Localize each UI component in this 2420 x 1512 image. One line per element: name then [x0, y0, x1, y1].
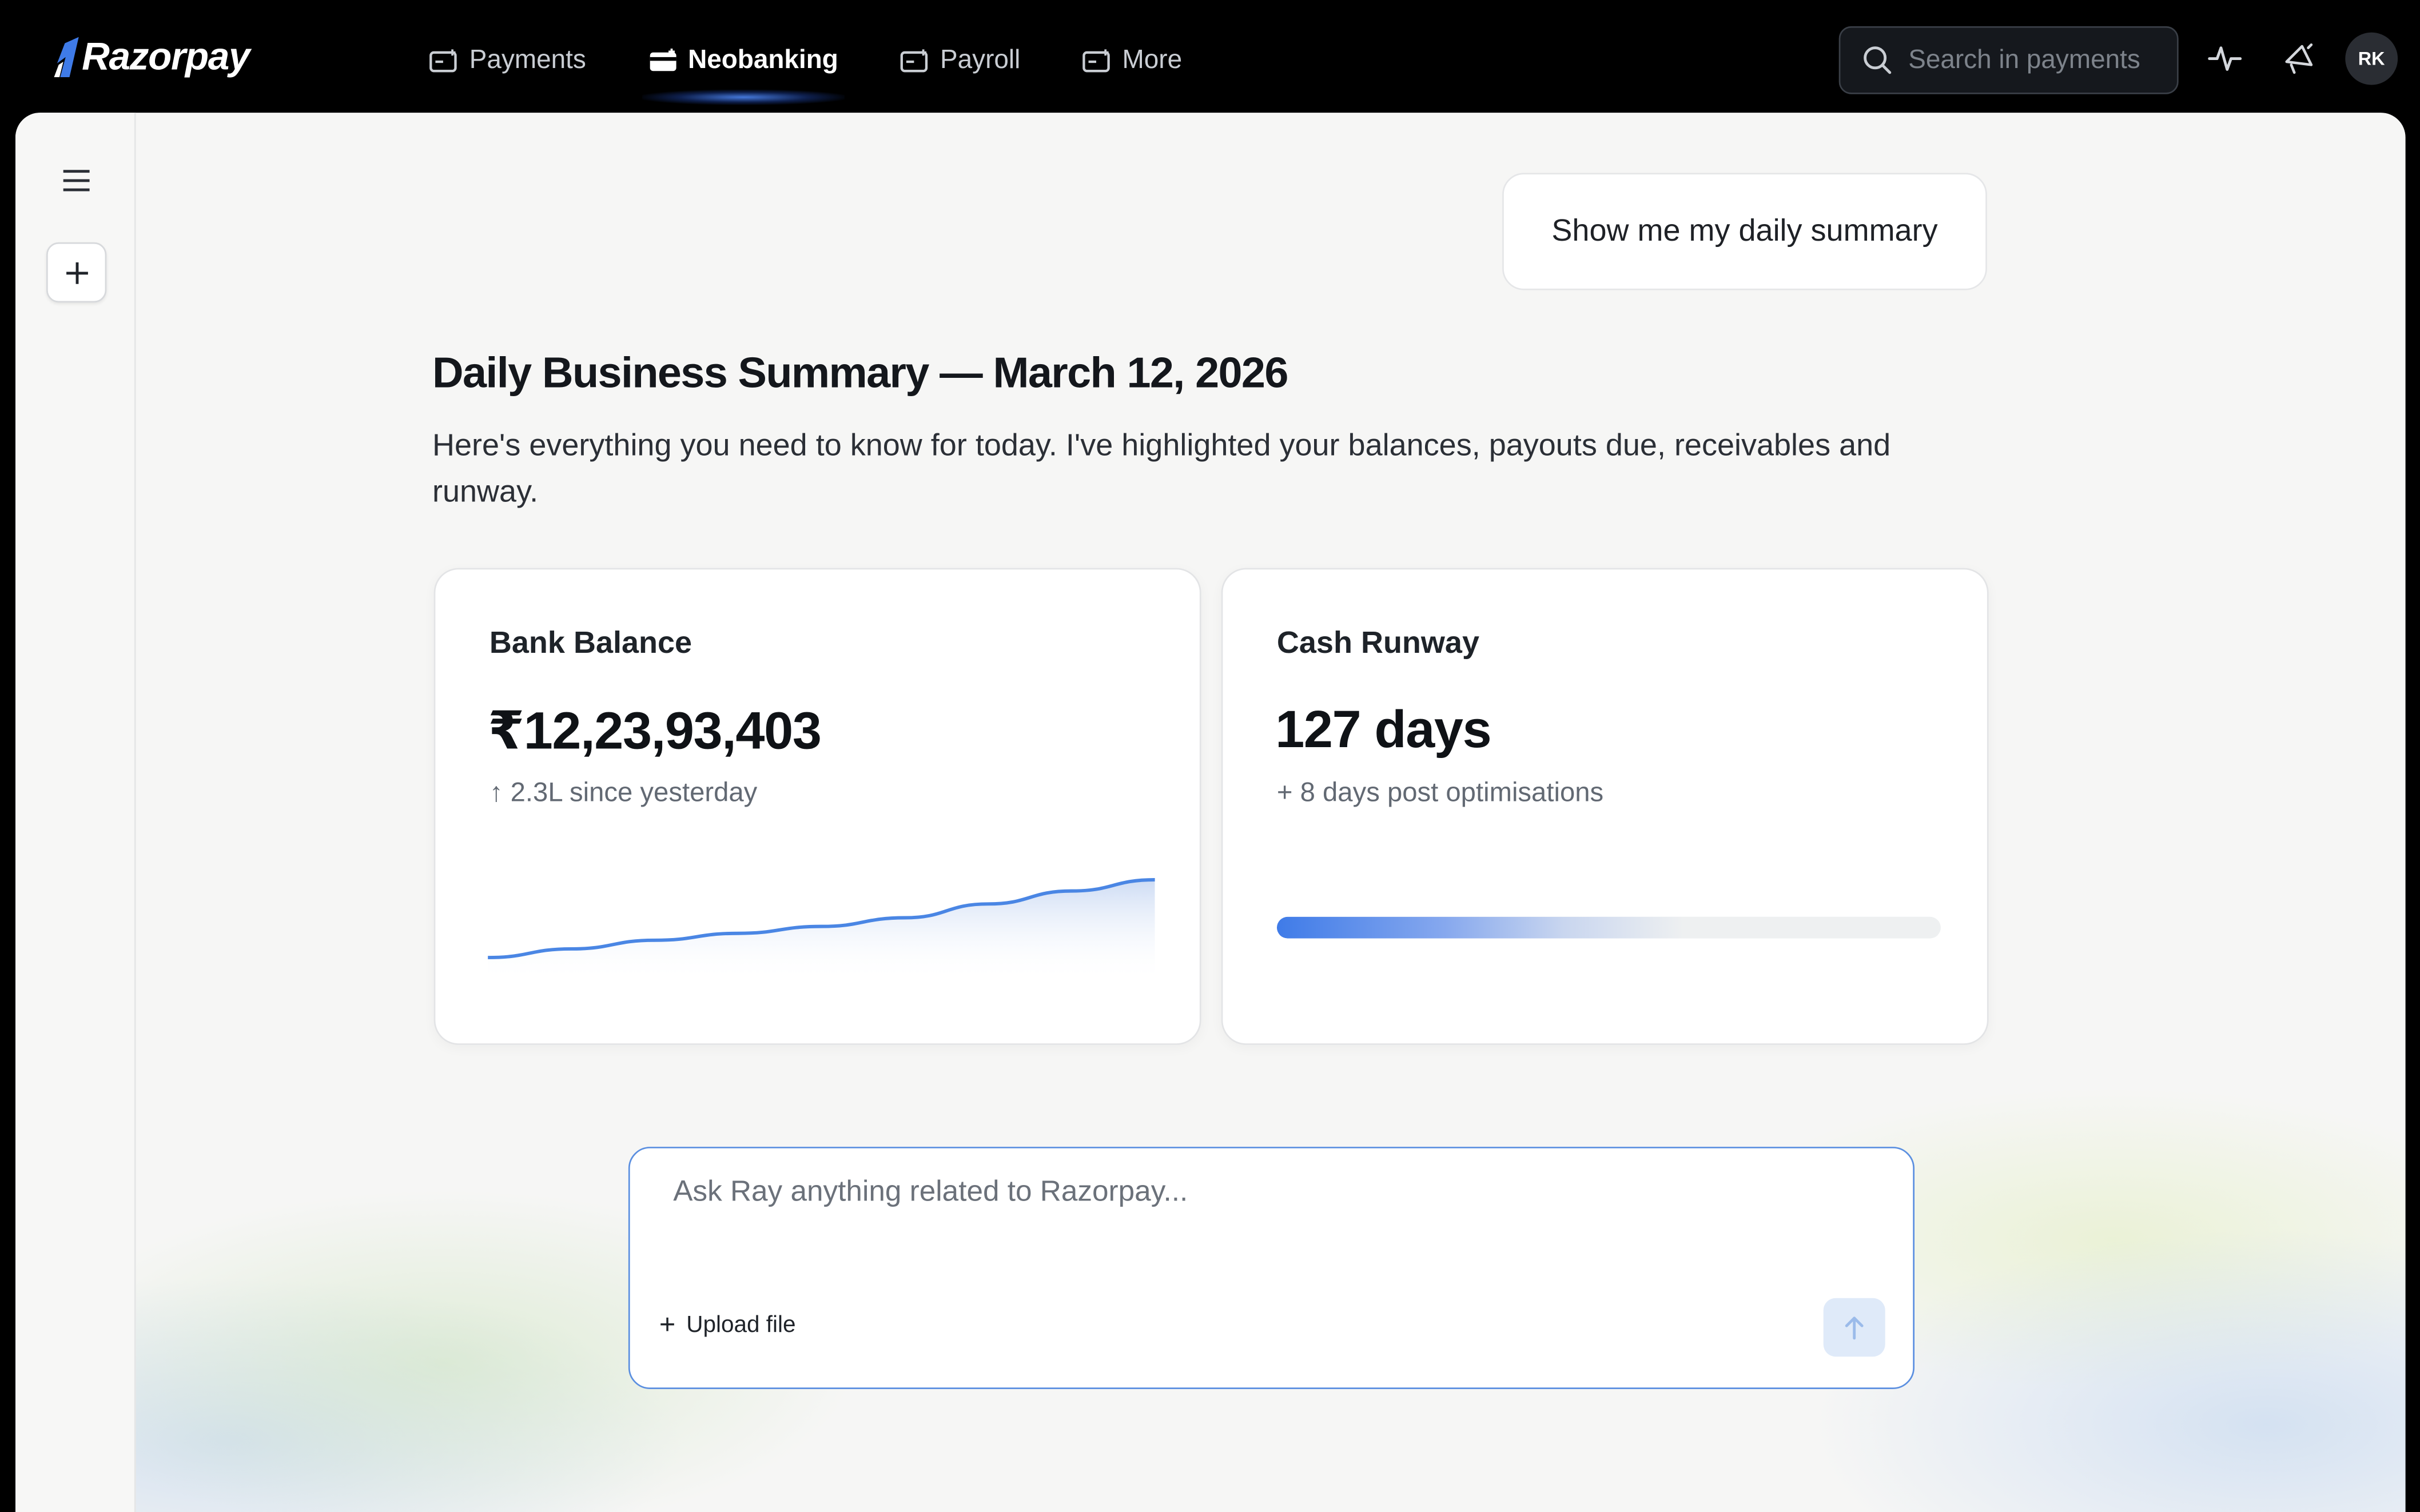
chat-input[interactable]	[673, 1176, 1847, 1238]
bank-balance-card: Bank Balance ₹12,23,93,403 ↑ 2.3L since …	[433, 568, 1201, 1045]
bank-balance-delta: ↑ 2.3L since yesterday	[489, 776, 758, 808]
arrow-up-icon	[1845, 1316, 1864, 1340]
sparkline-area	[488, 880, 1155, 982]
cash-runway-label: Cash Runway	[1276, 627, 1480, 661]
nav-item-payroll[interactable]: Payroll	[885, 34, 1036, 86]
nav-label-neobanking: Neobanking	[688, 45, 838, 74]
main-panel: Show me my daily summary Daily Business …	[15, 113, 2406, 1512]
wallet-icon	[1082, 49, 1110, 73]
wallet-icon	[900, 49, 928, 73]
razorpay-logo[interactable]: Razorpay	[51, 34, 250, 78]
sparkline-line	[488, 878, 1155, 960]
cash-runway-card: Cash Runway 127 days + 8 days post optim…	[1221, 568, 1989, 1045]
send-button[interactable]	[1823, 1298, 1885, 1357]
nav-item-more[interactable]: More	[1066, 34, 1197, 86]
nav-label-payroll: Payroll	[940, 45, 1021, 74]
cash-runway-value: 127 days	[1275, 700, 1491, 760]
chat-composer: + Upload file	[628, 1147, 1915, 1389]
search-input[interactable]	[1908, 45, 2171, 76]
user-message-bubble: Show me my daily summary	[1502, 173, 1987, 290]
user-avatar[interactable]: RK	[2345, 32, 2398, 85]
activity-icon[interactable]	[2206, 40, 2243, 77]
main-nav: Payments Neobanking Payroll More	[414, 34, 1229, 105]
new-chat-button[interactable]	[46, 242, 107, 303]
summary-title: Daily Business Summary — March 12, 2026	[432, 349, 1288, 397]
plus-icon: +	[659, 1308, 676, 1340]
nav-item-payments[interactable]: Payments	[414, 34, 602, 86]
brand-name: Razorpay	[82, 34, 250, 78]
wallet-icon	[429, 49, 457, 73]
nav-label-payments: Payments	[469, 45, 586, 74]
search-box[interactable]	[1838, 26, 2179, 94]
runway-progress-fill	[1276, 916, 1755, 939]
bank-balance-value: ₹12,23,93,403	[488, 702, 822, 761]
top-bar: Razorpay Payments Neobanking Payroll Mor…	[0, 0, 2420, 114]
menu-icon[interactable]	[59, 165, 96, 196]
megaphone-icon[interactable]	[2280, 40, 2318, 77]
razorpay-logo-icon	[54, 37, 79, 77]
nav-label-more: More	[1122, 45, 1183, 74]
runway-progress-bar	[1276, 916, 1941, 939]
upload-file-label: Upload file	[686, 1311, 796, 1338]
cash-runway-delta: + 8 days post optimisations	[1276, 776, 1604, 808]
sidebar-rail	[15, 113, 136, 1512]
search-icon	[1864, 46, 1892, 74]
plus-icon	[65, 261, 87, 284]
bank-balance-label: Bank Balance	[489, 627, 692, 661]
balance-sparkline	[488, 878, 1155, 982]
summary-subtitle: Here's everything you need to know for t…	[432, 429, 1891, 509]
card-icon	[649, 49, 676, 71]
nav-item-neobanking[interactable]: Neobanking	[632, 34, 854, 105]
upload-file-button[interactable]: + Upload file	[659, 1310, 796, 1338]
